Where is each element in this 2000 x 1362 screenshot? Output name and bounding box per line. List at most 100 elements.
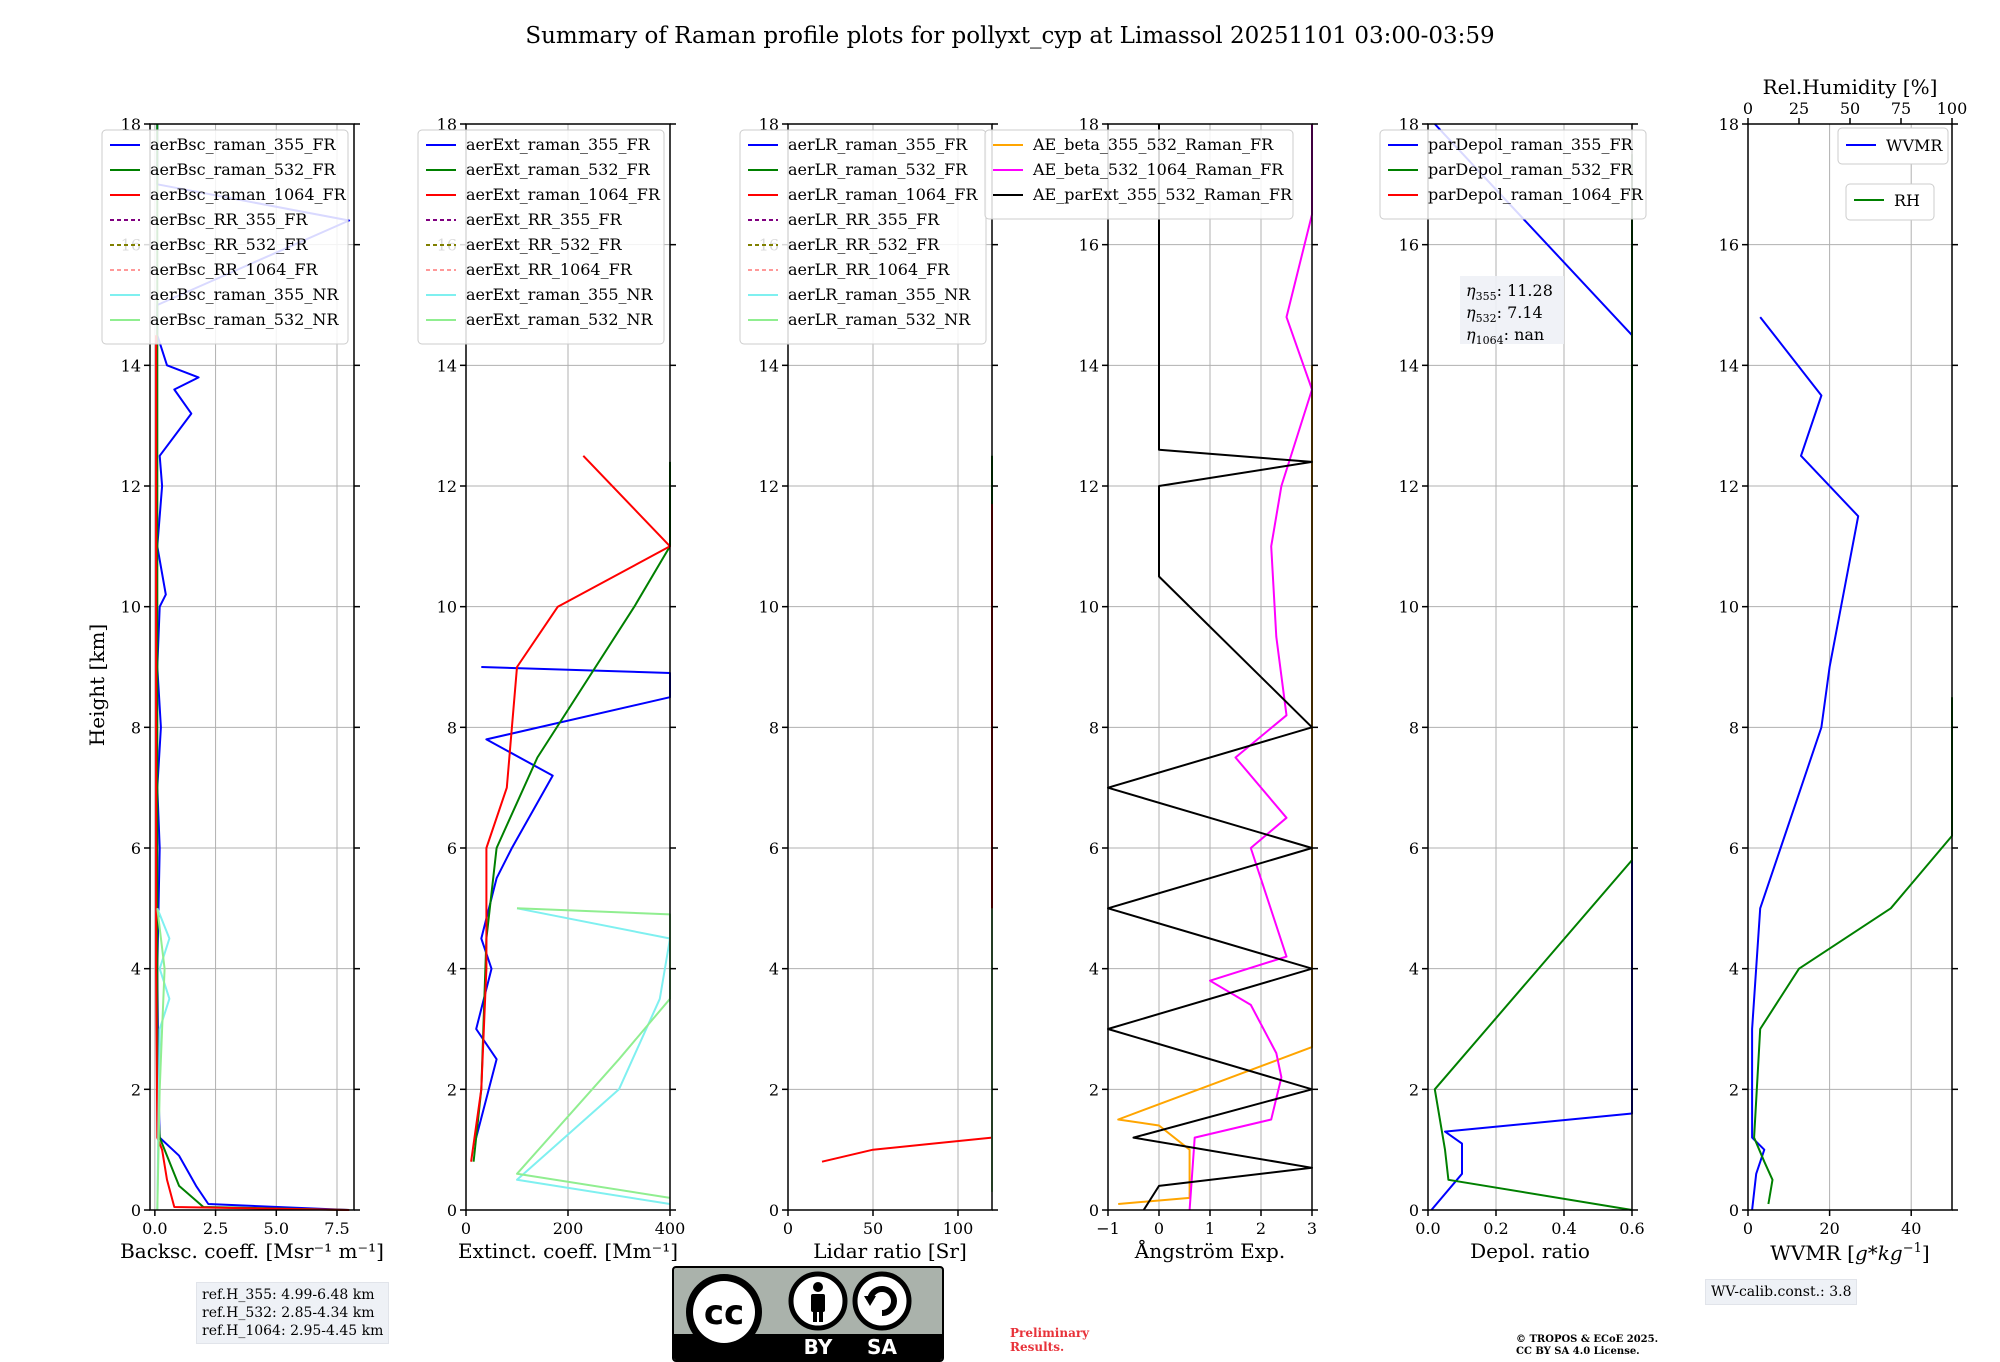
preliminary-line-1: Preliminary: [1010, 1326, 1090, 1340]
y-tick-label: 2: [1089, 1080, 1099, 1099]
x-tick-label: 0.4: [1551, 1219, 1576, 1238]
y-tick-label: 8: [769, 718, 779, 737]
series-aerExt_raman_532_NR: [516, 907, 671, 1199]
figure-title: Summary of Raman profile plots for polly…: [525, 23, 1494, 49]
ref-height-355: ref.H_355: 4.99-6.48 km: [202, 1287, 375, 1303]
x-axis-label: Backsc. coeff. [Msr⁻¹ m⁻¹]: [120, 1239, 384, 1263]
x-tick-label: 0.2: [1483, 1219, 1508, 1238]
y-tick-label: 4: [131, 960, 141, 979]
y-tick-label: 0: [1729, 1201, 1739, 1220]
legend-label: aerExt_RR_1064_FR: [466, 260, 633, 279]
y-tick-label: 8: [1409, 718, 1419, 737]
y-tick-label: 18: [437, 115, 457, 134]
eta-entry: η1064: nan: [1466, 325, 1544, 347]
y-tick-label: 0: [131, 1201, 141, 1220]
y-tick-label: 10: [437, 598, 457, 617]
x-tick-label: 0.0: [142, 1219, 167, 1238]
top-x-tick-label: 100: [1937, 99, 1968, 118]
x-tick-label: 7.5: [324, 1219, 349, 1238]
legend-box: [984, 129, 1294, 220]
y-tick-label: 18: [1399, 115, 1419, 134]
top-axis-label: Rel.Humidity [%]: [1763, 75, 1938, 99]
y-tick-label: 12: [1079, 477, 1099, 496]
y-tick-label: 10: [759, 598, 779, 617]
y-tick-label: 8: [447, 718, 457, 737]
top-x-tick-label: 75: [1891, 99, 1911, 118]
x-tick-label: 40: [1901, 1219, 1921, 1238]
y-tick-label: 18: [121, 115, 141, 134]
legend-label: AE_parExt_355_532_Raman_FR: [1032, 185, 1293, 204]
series-aerExt_raman_532_FR: [472, 461, 671, 1162]
legend-label: aerExt_RR_355_FR: [466, 210, 623, 229]
cc-logo-text: cc: [704, 1293, 744, 1333]
preliminary-line-2: Results.: [1010, 1340, 1065, 1354]
cc-by-label: BY: [804, 1335, 833, 1359]
legend-label: aerExt_raman_355_NR: [466, 285, 654, 304]
copyright-line-1: © TROPOS & ECoE 2025.: [1516, 1334, 1659, 1345]
y-tick-label: 14: [437, 356, 457, 375]
preliminary-results-note: Preliminary Results.: [1010, 1326, 1089, 1354]
series-RH: [1753, 697, 1953, 1205]
series-AE_parExt_355_532_Raman_FR: [1107, 124, 1313, 1211]
x-tick-label: 5.0: [264, 1219, 289, 1238]
legend-label: parDepol_raman_355_FR: [1428, 135, 1634, 154]
legend-label: aerLR_RR_355_FR: [788, 210, 940, 229]
copyright-note: © TROPOS & ECoE 2025. CC BY SA 4.0 Licen…: [1516, 1334, 1658, 1358]
legend-box: [739, 129, 987, 345]
y-tick-label: 2: [1729, 1080, 1739, 1099]
legend-label: aerExt_raman_1064_FR: [466, 185, 661, 204]
eta-entry: η532: 7.14: [1466, 303, 1543, 325]
ref-height-532: ref.H_532: 2.85-4.34 km: [202, 1305, 375, 1321]
legend-label: parDepol_raman_1064_FR: [1428, 185, 1644, 204]
y-tick-label: 12: [759, 477, 779, 496]
legend-label: aerExt_raman_355_FR: [466, 135, 651, 154]
y-tick-label: 12: [1719, 477, 1739, 496]
y-tick-label: 10: [121, 598, 141, 617]
x-axis-label: Extinct. coeff. [Mm⁻¹]: [458, 1239, 678, 1263]
panel-dep: 0 2 4 6 8 10 12 14 16 18 0.0 0.2 0.4 0.6 Depol. ratio p…: [1379, 115, 1647, 1263]
legend-label: aerBsc_raman_355_FR: [150, 135, 336, 154]
series-aerBsc_raman_532_NR: [156, 908, 166, 1211]
y-tick-label: 0: [1089, 1201, 1099, 1220]
axes-frame: [1747, 123, 1953, 1211]
y-tick-label: 8: [131, 718, 141, 737]
y-tick-label: 0: [447, 1201, 457, 1220]
x-tick-label: 0: [461, 1219, 471, 1238]
y-tick-label: 10: [1079, 598, 1099, 617]
legend-box: [1379, 129, 1647, 220]
y-tick-label: 16: [1079, 236, 1099, 255]
top-x-tick-label: 50: [1840, 99, 1860, 118]
legend-label-wvmr: WVMR: [1886, 136, 1943, 155]
y-tick-label: 14: [759, 356, 779, 375]
y-tick-label: 6: [447, 839, 457, 858]
cc-sa-label: SA: [867, 1335, 897, 1359]
legend-label: aerLR_RR_1064_FR: [788, 260, 950, 279]
y-tick-label: 16: [1399, 236, 1419, 255]
axes-frame: [787, 123, 993, 1211]
x-tick-label: 0: [1154, 1219, 1164, 1238]
x-tick-label: 0.0: [1415, 1219, 1440, 1238]
axes-frame: [149, 123, 355, 1211]
series-WVMR: [1751, 316, 1860, 1211]
y-tick-label: 2: [1409, 1080, 1419, 1099]
y-tick-label: 14: [1399, 356, 1419, 375]
y-tick-label: 4: [1409, 960, 1419, 979]
share-alike-icon: [852, 1271, 912, 1331]
series-aerExt_raman_355_NR: [516, 907, 671, 1205]
y-tick-label: 14: [1079, 356, 1099, 375]
y-tick-label: 0: [769, 1201, 779, 1220]
cc-badge-graphic: cc BY SA: [674, 1271, 942, 1360]
y-tick-label: 18: [759, 115, 779, 134]
top-x-tick-label: 25: [1789, 99, 1809, 118]
y-tick-label: 12: [437, 477, 457, 496]
x-tick-label: 200: [553, 1219, 584, 1238]
y-tick-label: 4: [769, 960, 779, 979]
y-tick-label: 10: [1399, 598, 1419, 617]
panel-lr: 024681012141618050100Lidar ratio [Sr]aer…: [739, 115, 998, 1263]
reference-height-box: ref.H_355: 4.99-6.48 km ref.H_532: 2.85-…: [196, 1282, 390, 1344]
x-tick-label: 400: [655, 1219, 686, 1238]
y-tick-label: 18: [1079, 115, 1099, 134]
x-tick-label: 0.6: [1619, 1219, 1644, 1238]
panel-ext: 0246810121416180200400Extinct. coeff. [M…: [417, 115, 686, 1263]
